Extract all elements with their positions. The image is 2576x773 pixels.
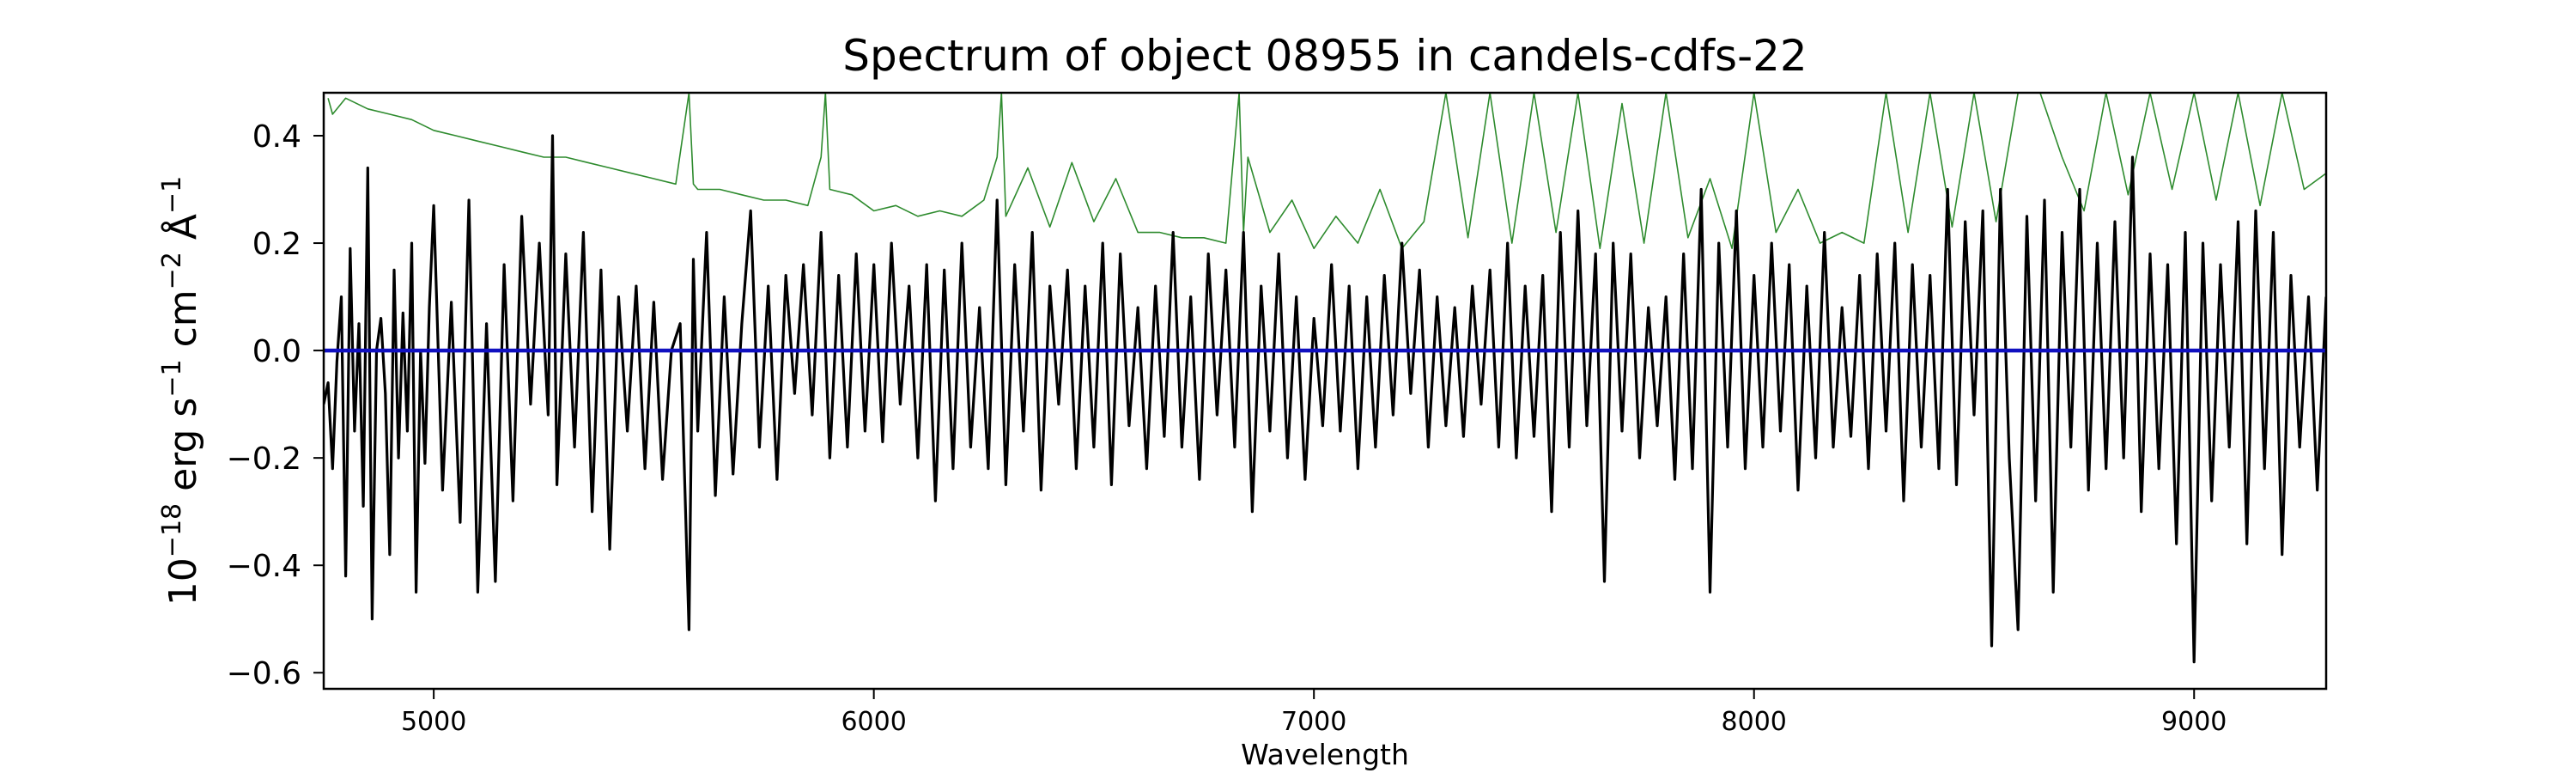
y-tick-label: 0.0: [252, 334, 301, 369]
x-tick-label: 6000: [841, 707, 906, 737]
y-axis-label-exp3: −2: [157, 252, 187, 289]
plot-frame: [322, 91, 2328, 691]
x-axis-label: Wavelength: [1241, 738, 1409, 771]
y-axis-label-unit3: Å: [160, 214, 205, 252]
y-axis-label-unit2: cm: [161, 289, 205, 359]
y-axis-label-exp4: −1: [157, 176, 187, 214]
series-flux-line: [324, 134, 2326, 664]
y-ticks: −0.6 −0.4 −0.2 0.0 0.2 0.4: [227, 119, 324, 691]
series-layer: [324, 93, 2326, 664]
x-tick-label: 8000: [1722, 707, 1787, 737]
chart-title: Spectrum of object 08955 in candels-cdfs…: [842, 31, 1807, 81]
y-axis-label-exp1: −18: [157, 503, 187, 557]
y-tick-label: −0.6: [227, 656, 301, 691]
y-axis-label-unit1: erg s: [161, 398, 205, 503]
y-tick-label: 0.2: [252, 227, 301, 262]
x-tick-label: 9000: [2161, 707, 2227, 737]
y-tick-label: 0.4: [252, 119, 301, 155]
x-tick-label: 7000: [1281, 707, 1346, 737]
y-tick-label: −0.2: [227, 441, 301, 477]
y-tick-label: −0.4: [227, 549, 301, 584]
y-axis-label-exp2: −1: [157, 359, 187, 397]
x-tick-label: 5000: [401, 707, 466, 737]
y-axis-label: 10−18 erg s−1 cm−2 Å−1: [157, 176, 205, 606]
y-axis-label-base: 10: [161, 557, 205, 606]
x-ticks: 5000 6000 7000 8000 9000: [401, 689, 2227, 737]
